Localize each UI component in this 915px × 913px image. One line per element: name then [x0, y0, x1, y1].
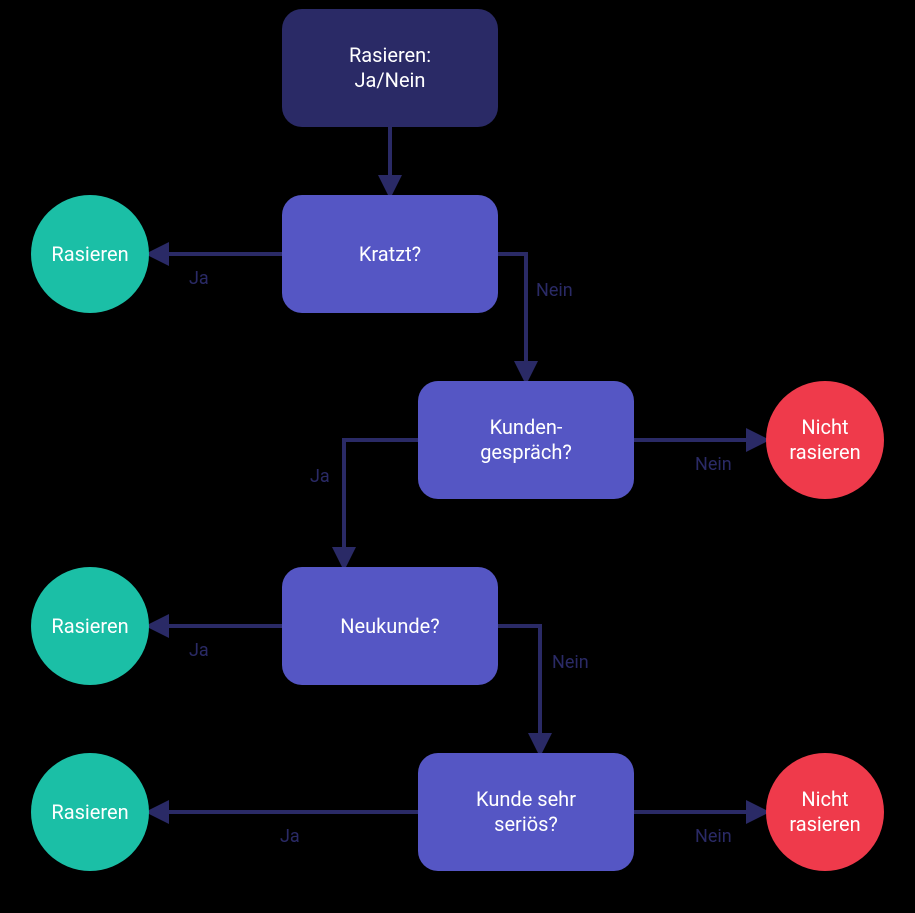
flowchart-canvas: Ja Nein Nein Ja Ja Nein Nein Ja Rasieren:Ja/Nein… [0, 0, 915, 913]
node-label-nicht2: Nichtrasieren [789, 787, 860, 837]
node-label-kunden: Kunden-gespräch? [480, 415, 572, 465]
node-nicht1: Nichtrasieren [766, 381, 884, 499]
node-kratzt: Kratzt? [282, 195, 498, 313]
node-label-nicht1: Nichtrasieren [789, 415, 860, 465]
edge-label-e_neukunde_serioes: Nein [552, 652, 589, 673]
node-serioes: Kunde sehrseriös? [418, 753, 634, 871]
node-label-rasieren3: Rasieren [51, 800, 128, 825]
edge-e_neukunde_serioes [498, 626, 540, 753]
node-label-kratzt: Kratzt? [359, 242, 421, 267]
node-label-neukunde: Neukunde? [340, 614, 439, 639]
node-rasieren3: Rasieren [31, 753, 149, 871]
node-kunden: Kunden-gespräch? [418, 381, 634, 499]
edge-label-e_kratzt_kunden: Nein [536, 280, 573, 301]
edge-label-e_kratzt_rasieren1: Ja [189, 268, 209, 289]
edge-e_kunden_neukunde [344, 440, 418, 567]
node-neukunde: Neukunde? [282, 567, 498, 685]
node-label-rasieren2: Rasieren [51, 614, 128, 639]
node-rasieren2: Rasieren [31, 567, 149, 685]
edge-label-e_kunden_neukunde: Ja [310, 466, 330, 487]
node-start: Rasieren:Ja/Nein [282, 9, 498, 127]
node-nicht2: Nichtrasieren [766, 753, 884, 871]
edge-label-e_serioes_nicht2: Nein [695, 826, 732, 847]
edge-label-e_kunden_nicht1: Nein [695, 454, 732, 475]
node-label-serioes: Kunde sehrseriös? [476, 787, 576, 837]
node-label-rasieren1: Rasieren [51, 242, 128, 267]
node-rasieren1: Rasieren [31, 195, 149, 313]
edge-e_kratzt_kunden [498, 254, 526, 381]
edge-label-e_neukunde_ras2: Ja [189, 640, 209, 661]
node-label-start: Rasieren:Ja/Nein [349, 43, 431, 93]
edge-label-e_serioes_ras3: Ja [280, 826, 300, 847]
